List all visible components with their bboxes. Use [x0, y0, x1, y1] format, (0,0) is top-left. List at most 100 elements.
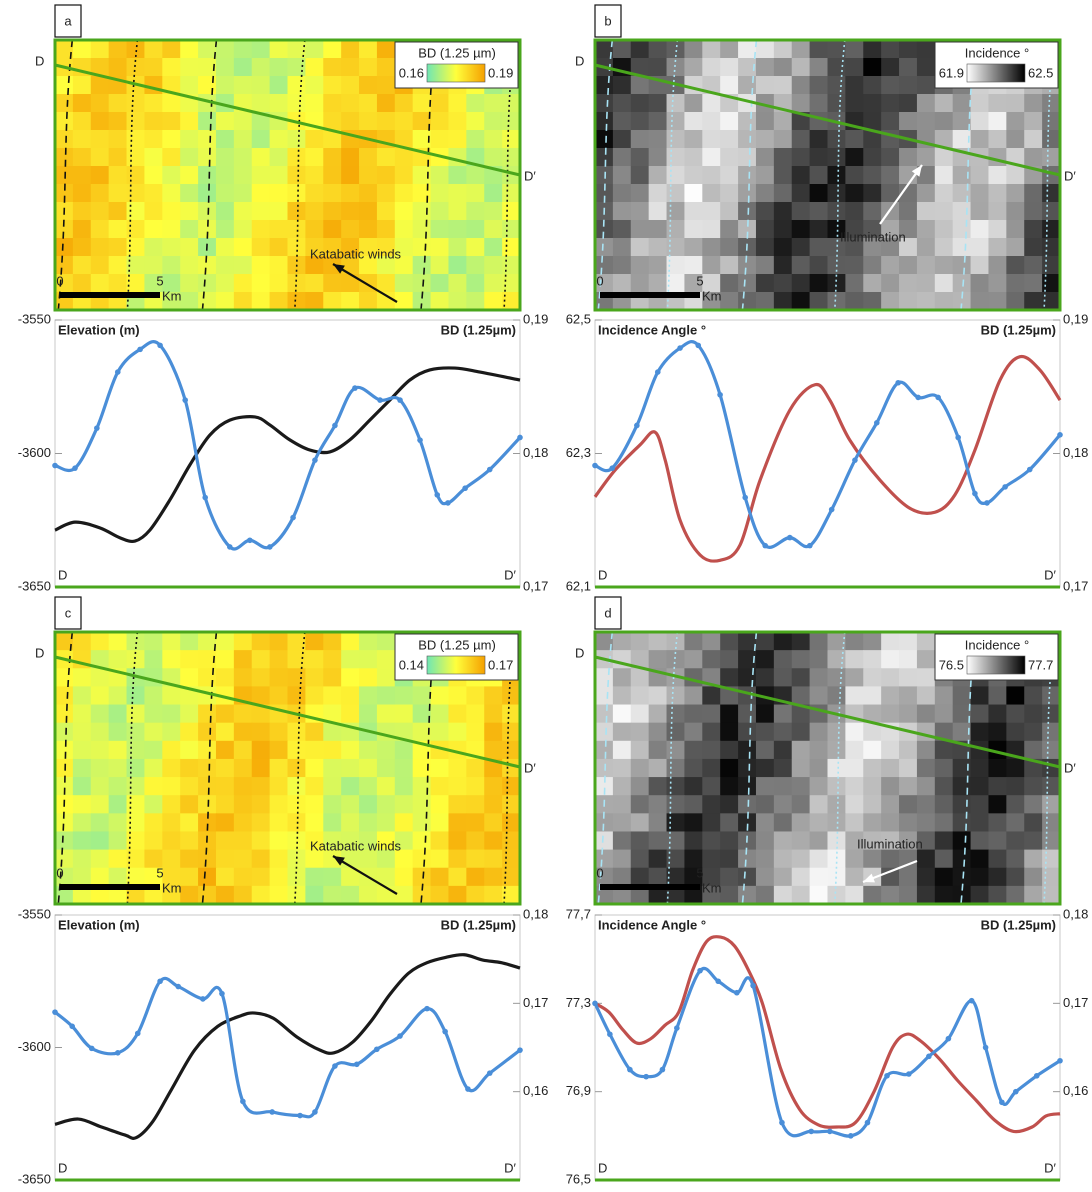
- y-tick-label: 76,9: [566, 1083, 591, 1098]
- data-point: [828, 506, 835, 513]
- scale-bar: [600, 884, 700, 890]
- data-point: [137, 346, 143, 353]
- data-point: [935, 394, 941, 401]
- profile-end-label: D′: [504, 567, 516, 582]
- data-point: [200, 996, 206, 1002]
- series-label: Incidence Angle °: [598, 917, 706, 932]
- data-point: [290, 514, 296, 521]
- y2-tick-label: 0,19: [523, 311, 548, 326]
- data-point: [750, 982, 756, 989]
- colorbar-tick-label: 76.5: [939, 657, 964, 672]
- series-line: [54, 953, 521, 1140]
- data-point: [377, 397, 383, 403]
- data-point: [643, 1073, 649, 1080]
- profile-start-label: D: [575, 53, 584, 68]
- data-point: [984, 500, 990, 506]
- panel-label: d: [604, 605, 611, 620]
- data-point: [695, 342, 702, 349]
- y2-tick-label: 0,16: [523, 1083, 548, 1098]
- data-point: [434, 492, 441, 498]
- colorbar-title: Incidence °: [965, 45, 1029, 60]
- data-point: [247, 537, 253, 544]
- profile-end-label: D′: [524, 168, 536, 183]
- data-point: [417, 437, 423, 443]
- y-tick-label: 77,3: [566, 995, 591, 1010]
- y2-tick-label: 0,18: [523, 445, 548, 460]
- data-point: [465, 1086, 471, 1092]
- colorbar-title: BD (1.25 µm): [418, 45, 496, 60]
- map-panel: [595, 631, 1061, 905]
- annotation-arrow: [332, 855, 398, 895]
- colorbar: [966, 655, 1026, 675]
- data-point: [717, 391, 723, 398]
- profile-start-label: D: [598, 1160, 607, 1175]
- series-label: BD (1.25µm): [441, 917, 516, 932]
- data-point: [397, 397, 403, 403]
- data-point: [267, 544, 273, 550]
- data-point: [442, 1028, 448, 1035]
- profile-start-label: D: [598, 567, 607, 582]
- series-line: [593, 354, 1062, 563]
- map-frame: [593, 630, 1062, 906]
- data-point: [677, 345, 683, 351]
- data-point: [486, 466, 493, 473]
- profile-end-label: D′: [1044, 567, 1056, 582]
- data-point: [52, 1009, 58, 1015]
- data-point: [762, 542, 768, 549]
- data-point: [424, 1005, 430, 1012]
- data-point: [884, 1072, 890, 1079]
- series-line: [593, 966, 1061, 1138]
- data-point: [627, 1066, 633, 1073]
- data-point: [219, 990, 225, 997]
- data-point: [592, 1000, 598, 1007]
- y2-tick-label: 0,18: [523, 906, 548, 921]
- colorbar-tick-label: 77.7: [1028, 657, 1053, 672]
- profile-start-label: D: [575, 645, 584, 660]
- data-point: [227, 544, 233, 550]
- data-point: [1057, 432, 1063, 438]
- arrow-head: [333, 856, 345, 866]
- data-point: [240, 1098, 246, 1105]
- panel-label: c: [65, 605, 72, 620]
- arrow-head: [863, 873, 875, 883]
- data-point: [906, 1071, 912, 1077]
- scale-bar: [600, 292, 700, 298]
- annotation: Katabatic winds: [310, 838, 402, 853]
- scale-label: 5: [696, 865, 703, 880]
- profile-end-label: D′: [524, 760, 536, 775]
- data-point: [69, 1023, 76, 1030]
- y2-tick-label: 0,17: [523, 578, 548, 593]
- data-point: [312, 457, 318, 463]
- scale-label: 5: [156, 865, 163, 880]
- data-point: [609, 465, 616, 471]
- y-tick-label: -3650: [18, 1171, 51, 1186]
- data-point: [742, 494, 748, 501]
- y2-tick-label: 0,17: [523, 995, 548, 1010]
- data-point: [373, 1046, 380, 1053]
- y-tick-label: 77,7: [566, 906, 591, 921]
- data-point: [972, 490, 978, 497]
- scale-unit: Km: [162, 288, 182, 303]
- profile-line: [594, 655, 1061, 769]
- profile-end-label: D′: [1064, 760, 1076, 775]
- series-line: [54, 366, 521, 544]
- data-point: [182, 397, 188, 403]
- y2-tick-label: 0,19: [1063, 311, 1088, 326]
- y-tick-label: 76,5: [566, 1171, 591, 1186]
- data-point: [88, 1045, 95, 1052]
- y-tick-label: 62,5: [566, 311, 591, 326]
- y-tick-label: -3550: [18, 311, 51, 326]
- profile-end-label: D′: [504, 1160, 516, 1175]
- annotation-arrow: [332, 263, 398, 303]
- scale-label: 5: [156, 273, 163, 288]
- panel-label: a: [64, 13, 72, 28]
- series-line: [54, 340, 522, 551]
- data-point: [1026, 466, 1033, 473]
- data-point: [734, 989, 740, 996]
- panel-label-box: [594, 596, 622, 630]
- data-point: [1002, 484, 1008, 490]
- data-point: [715, 978, 722, 985]
- data-point: [517, 434, 523, 441]
- series-label: BD (1.25µm): [441, 322, 516, 337]
